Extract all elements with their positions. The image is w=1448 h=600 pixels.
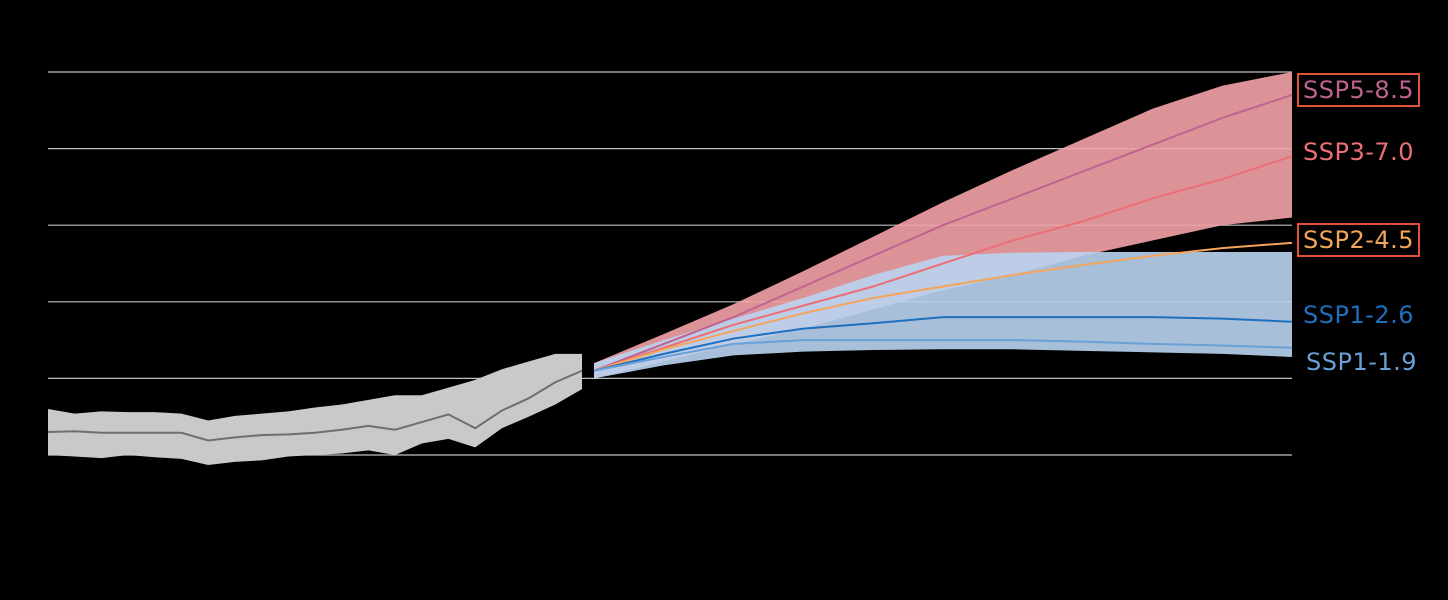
label-ssp1-19: SSP1-1.9: [1306, 348, 1418, 376]
series-line: [593, 339, 1293, 372]
gridlines: [48, 71, 1292, 456]
series-line: [593, 155, 1293, 372]
label-ssp1-26: SSP1-2.6: [1303, 301, 1415, 329]
label-ssp5-85: SSP5-8.5: [1297, 73, 1421, 107]
series-line: [593, 316, 1293, 372]
series-line: [593, 241, 1293, 372]
projection-lines: [593, 94, 1293, 372]
band: [594, 252, 1292, 379]
label-ssp3-70: SSP3-7.0: [1303, 138, 1415, 166]
series-line: [593, 94, 1293, 372]
label-ssp2-45: SSP2-4.5: [1297, 223, 1421, 257]
historical-series: [47, 353, 583, 465]
